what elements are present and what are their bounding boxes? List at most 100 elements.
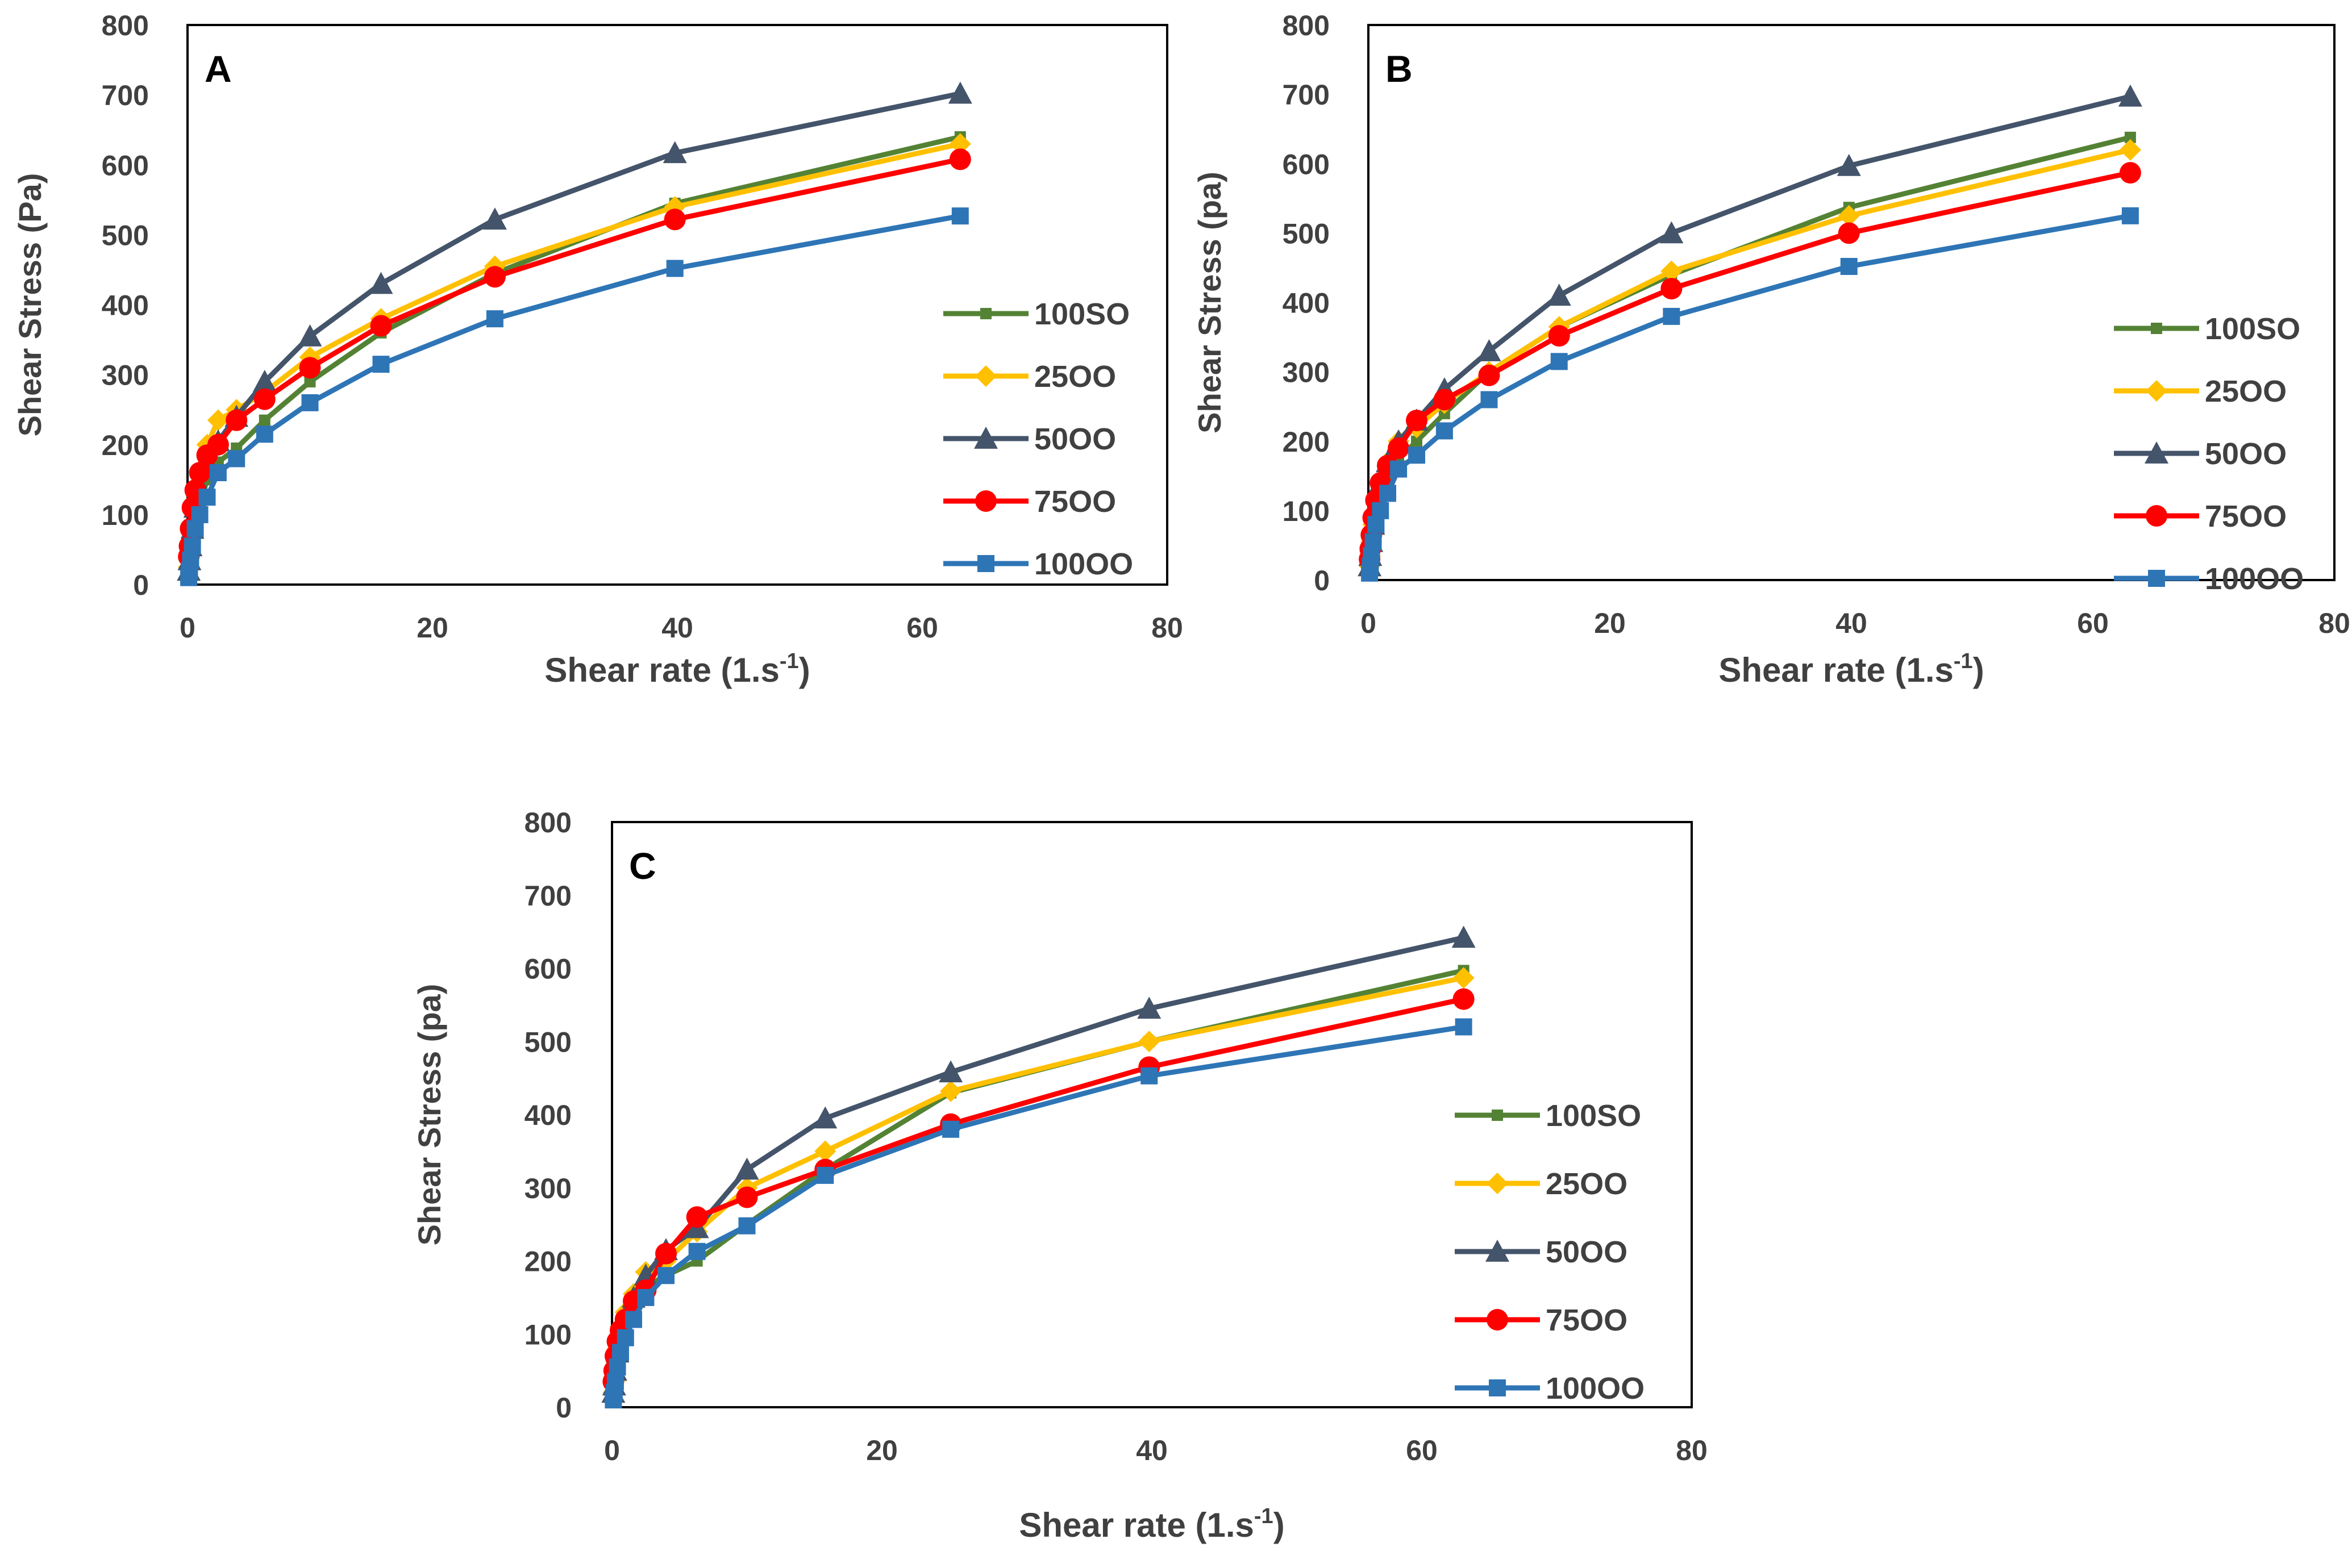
legend-label-25OO: 25OO [1034,360,1116,394]
data-point-100SO [2124,131,2136,143]
y-tick-label: 700 [102,80,149,111]
legend-marker-25OO [2146,380,2167,402]
x-axis-label-main: Shear rate (1.s [544,651,780,689]
x-tick-label: 60 [2077,607,2109,639]
data-point-100OO [372,356,390,373]
data-point-100SO [259,414,270,426]
y-tick-label: 500 [524,1026,572,1058]
data-point-100OO [1390,460,1408,478]
legend-label-75OO: 75OO [1034,485,1116,519]
series-line-100OO [610,1024,1464,1400]
data-point-75OO [1388,437,1410,459]
data-point-100OO [1379,485,1396,502]
y-tick-label: 400 [102,290,149,322]
y-tick-label: 800 [102,10,149,41]
data-point-25OO [940,1080,962,1102]
legend-marker-100OO [1489,1379,1506,1396]
data-point-100OO [198,489,216,506]
data-point-100SO [304,376,316,387]
data-point-50OO [252,369,277,392]
y-tick-label: 0 [133,569,149,601]
x-tick-label: 0 [604,1434,620,1466]
chart-panel-B: B 0 100 200 300 400 500 600 700 800 0 20 40 60 80 Shear… [1192,10,2350,689]
legend-marker-25OO [975,365,997,387]
data-point-100SO [1411,435,1422,447]
data-point-100OO [738,1217,756,1235]
data-point-100OO [688,1242,706,1260]
y-tick-label: 0 [556,1392,572,1424]
y-tick-label: 700 [524,880,572,912]
data-point-100OO [606,1373,624,1390]
x-axis-label: Shear rate (1.s-1) [544,649,810,689]
data-point-75OO [226,409,248,431]
data-point-50OO [663,141,687,164]
data-point-100OO [617,1329,634,1346]
x-axis-label-tail: ) [799,651,810,689]
data-point-50OO [298,324,322,347]
legend-marker-50OO [974,427,998,449]
y-tick-label: 400 [1283,287,1330,319]
x-axis-label: Shear rate (1.s-1) [1718,649,1984,689]
legend-marker-75OO [1487,1309,1508,1331]
legend-marker-75OO [2146,505,2167,527]
data-point-75OO [1660,278,1683,300]
plot-area-frame [611,821,1693,1408]
legend-marker-75OO [975,490,997,512]
legend-marker-100SO [1492,1110,1503,1121]
y-tick-label: 400 [524,1099,572,1131]
legend-label-50OO: 50OO [1034,422,1116,456]
data-point-100OO [228,450,245,468]
y-tick-label: 0 [1314,565,1330,597]
y-tick-label: 100 [1283,495,1330,527]
data-point-50OO [482,207,507,230]
data-point-100OO [1480,391,1498,408]
data-point-100OO [951,207,969,225]
data-point-100OO [1663,307,1680,325]
data-point-100OO [817,1166,834,1184]
data-point-100OO [609,1358,626,1376]
x-tick-label: 0 [180,612,195,644]
x-tick-label: 40 [1835,607,1867,639]
data-point-100OO [301,394,319,411]
data-point-50OO [948,81,972,104]
data-point-75OO [949,148,971,170]
panel-label: C [629,845,656,887]
x-axis-label-tail: ) [1273,1506,1285,1544]
legend-marker-100SO [980,308,992,319]
data-point-75OO [1838,222,1860,244]
data-point-100OO [191,506,209,523]
y-tick-label: 800 [1283,10,1330,41]
y-axis-label: Shear Stress (Pa) [12,173,48,437]
data-point-25OO [1838,205,1860,227]
panel-label: B [1385,48,1413,90]
data-point-75OO [2119,162,2141,184]
y-tick-label: 100 [102,499,149,531]
x-tick-label: 60 [1406,1434,1438,1466]
data-point-75OO [189,462,211,483]
data-point-75OO [253,388,276,410]
y-tick-label: 200 [1283,426,1330,458]
x-tick-label: 60 [906,612,938,644]
legend-marker-50OO [2145,441,2168,464]
data-point-25OO [814,1140,836,1162]
x-tick-label: 80 [1676,1434,1708,1466]
x-tick-label: 80 [1151,612,1183,644]
data-point-75OO [736,1186,758,1208]
legend-marker-100OO [2148,570,2165,587]
data-point-50OO [1547,283,1571,306]
y-tick-label: 500 [1283,218,1330,249]
data-point-100OO [637,1288,655,1306]
x-tick-label: 0 [1360,607,1376,639]
data-point-75OO [1478,364,1500,386]
legend-label-100SO: 100SO [1034,297,1130,331]
data-point-50OO [1451,925,1476,948]
data-point-25OO [1452,967,1475,989]
y-tick-label: 200 [524,1246,572,1278]
data-point-25OO [2119,139,2141,161]
y-tick-label: 800 [524,807,572,839]
x-tick-label: 80 [2318,607,2350,639]
data-point-100OO [1372,502,1389,519]
data-point-75OO [1548,325,1570,347]
legend-marker-100OO [977,555,994,572]
data-point-75OO [370,315,392,337]
